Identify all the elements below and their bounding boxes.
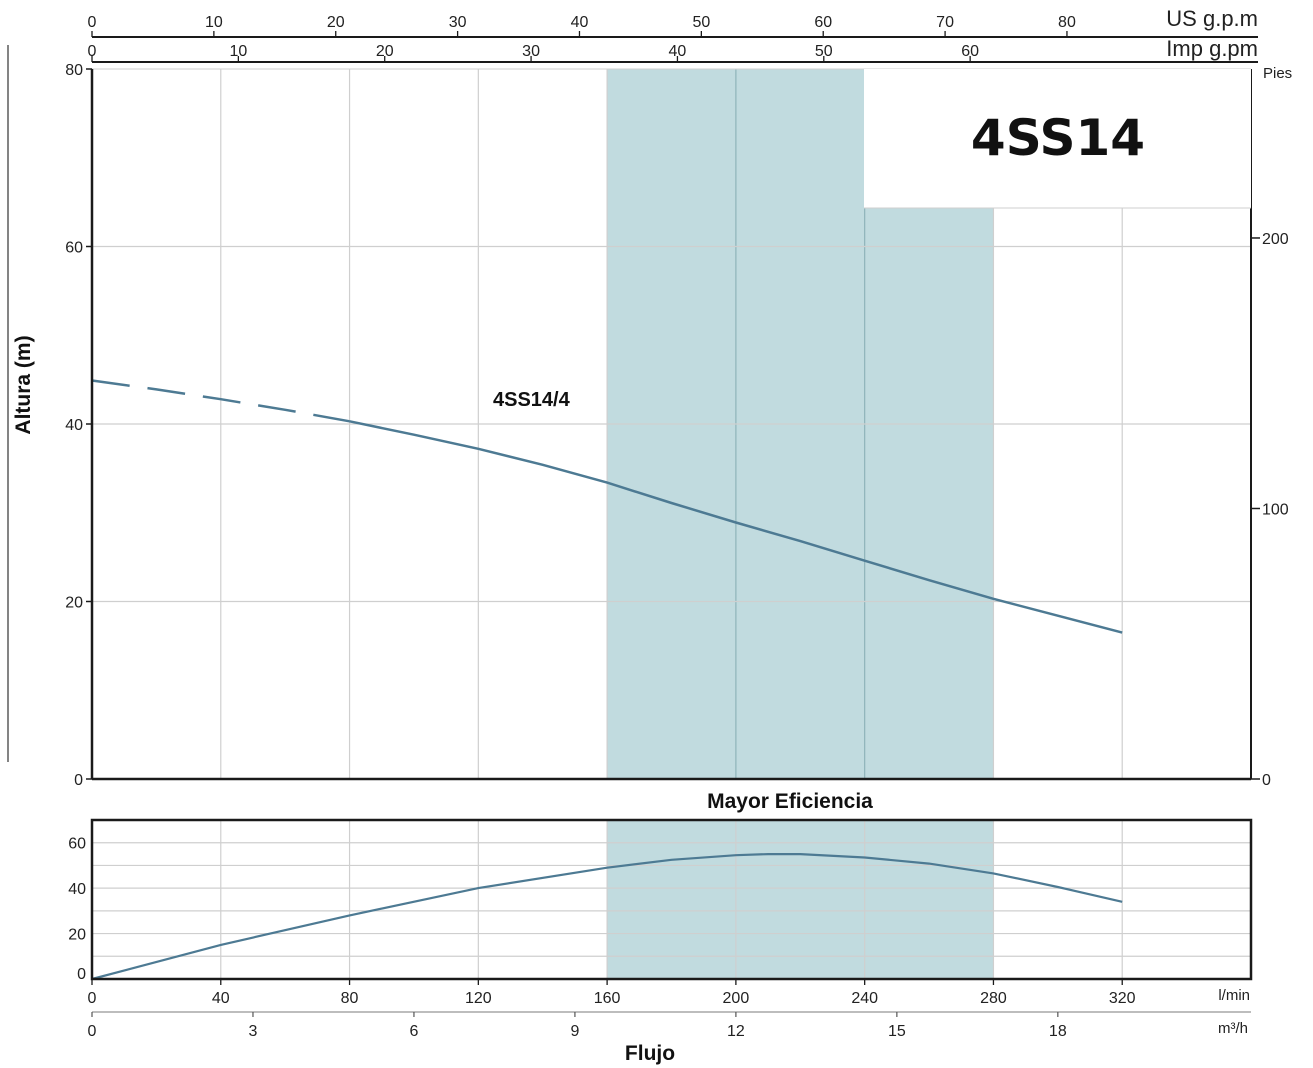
lmin-tick-label: 280 <box>980 990 1007 1007</box>
m3h-tick-label: 15 <box>888 1023 906 1040</box>
imp-gpm-tick-label: 0 <box>88 43 97 60</box>
lmin-tick-label: 40 <box>212 990 230 1007</box>
x-axis-title: Flujo <box>625 1042 675 1065</box>
us-gpm-tick-label: 0 <box>88 14 97 31</box>
right-tick-label: 200 <box>1262 231 1289 248</box>
us-gpm-tick-label: 80 <box>1058 14 1076 31</box>
lmin-tick-label: 200 <box>723 990 750 1007</box>
eff-y-tick-label: 60 <box>68 836 86 853</box>
eff-y-tick-label: 40 <box>68 881 86 898</box>
efficiency-frame <box>90 818 1253 981</box>
m3h-tick-label: 0 <box>88 1023 97 1040</box>
imp-gpm-tick-label: 60 <box>961 43 979 60</box>
head-curve <box>349 420 1123 634</box>
imp-gpm-tick-label: 50 <box>815 43 833 60</box>
imp-gpm-tick-label: 20 <box>376 43 394 60</box>
lmin-tick-label: 120 <box>465 990 492 1007</box>
m3h-tick-label: 9 <box>570 1023 579 1040</box>
right-axis-unit: Pies <box>1263 65 1292 82</box>
us-gpm-tick-label: 60 <box>814 14 832 31</box>
lmin-tick-label: 160 <box>594 990 621 1007</box>
m3h-unit: m³/h <box>1218 1020 1248 1037</box>
eff-y-tick-label: 0 <box>77 966 86 983</box>
imp-gpm-tick-label: 40 <box>669 43 687 60</box>
m3h-tick-label: 3 <box>249 1023 258 1040</box>
us-gpm-tick-label: 40 <box>571 14 589 31</box>
y-tick-label: 40 <box>65 417 83 434</box>
head-curve-dashed <box>91 379 350 423</box>
y-axis-title: Altura (m) <box>12 335 35 434</box>
y-tick-label: 60 <box>65 240 83 257</box>
eff-band <box>607 820 994 979</box>
imp-gpm-tick-label: 10 <box>229 43 247 60</box>
right-tick-label: 0 <box>1262 772 1271 789</box>
efficiency-curve <box>91 853 1123 981</box>
us-gpm-tick-label: 20 <box>327 14 345 31</box>
eff-y-tick-label: 20 <box>68 927 86 944</box>
efficiency-title: Mayor Eficiencia <box>707 790 873 813</box>
lmin-tick-label: 80 <box>341 990 359 1007</box>
y-tick-label: 20 <box>65 595 83 612</box>
title-box <box>864 69 1251 208</box>
imp-gpm-tick-label: 30 <box>522 43 540 60</box>
model-title: 4SS14 <box>971 109 1145 167</box>
us-gpm-tick-label: 10 <box>205 14 223 31</box>
right-tick-label: 100 <box>1262 501 1289 518</box>
us-gpm-unit: US g.p.m <box>1166 6 1258 31</box>
us-gpm-tick-label: 30 <box>449 14 467 31</box>
us-gpm-tick-label: 50 <box>692 14 710 31</box>
main-band-right <box>864 208 994 779</box>
y-tick-label: 0 <box>74 772 83 789</box>
lmin-tick-label: 0 <box>88 990 97 1007</box>
imp-gpm-unit: Imp g.pm <box>1166 36 1258 61</box>
lmin-tick-label: 240 <box>851 990 878 1007</box>
lmin-tick-label: 320 <box>1109 990 1136 1007</box>
y-tick-label: 80 <box>65 62 83 79</box>
m3h-tick-label: 12 <box>727 1023 745 1040</box>
series-label: 4SS14/4 <box>493 389 571 411</box>
m3h-tick-label: 6 <box>409 1023 418 1040</box>
m3h-tick-label: 18 <box>1049 1023 1067 1040</box>
us-gpm-tick-label: 70 <box>936 14 954 31</box>
lmin-unit: l/min <box>1218 987 1250 1004</box>
